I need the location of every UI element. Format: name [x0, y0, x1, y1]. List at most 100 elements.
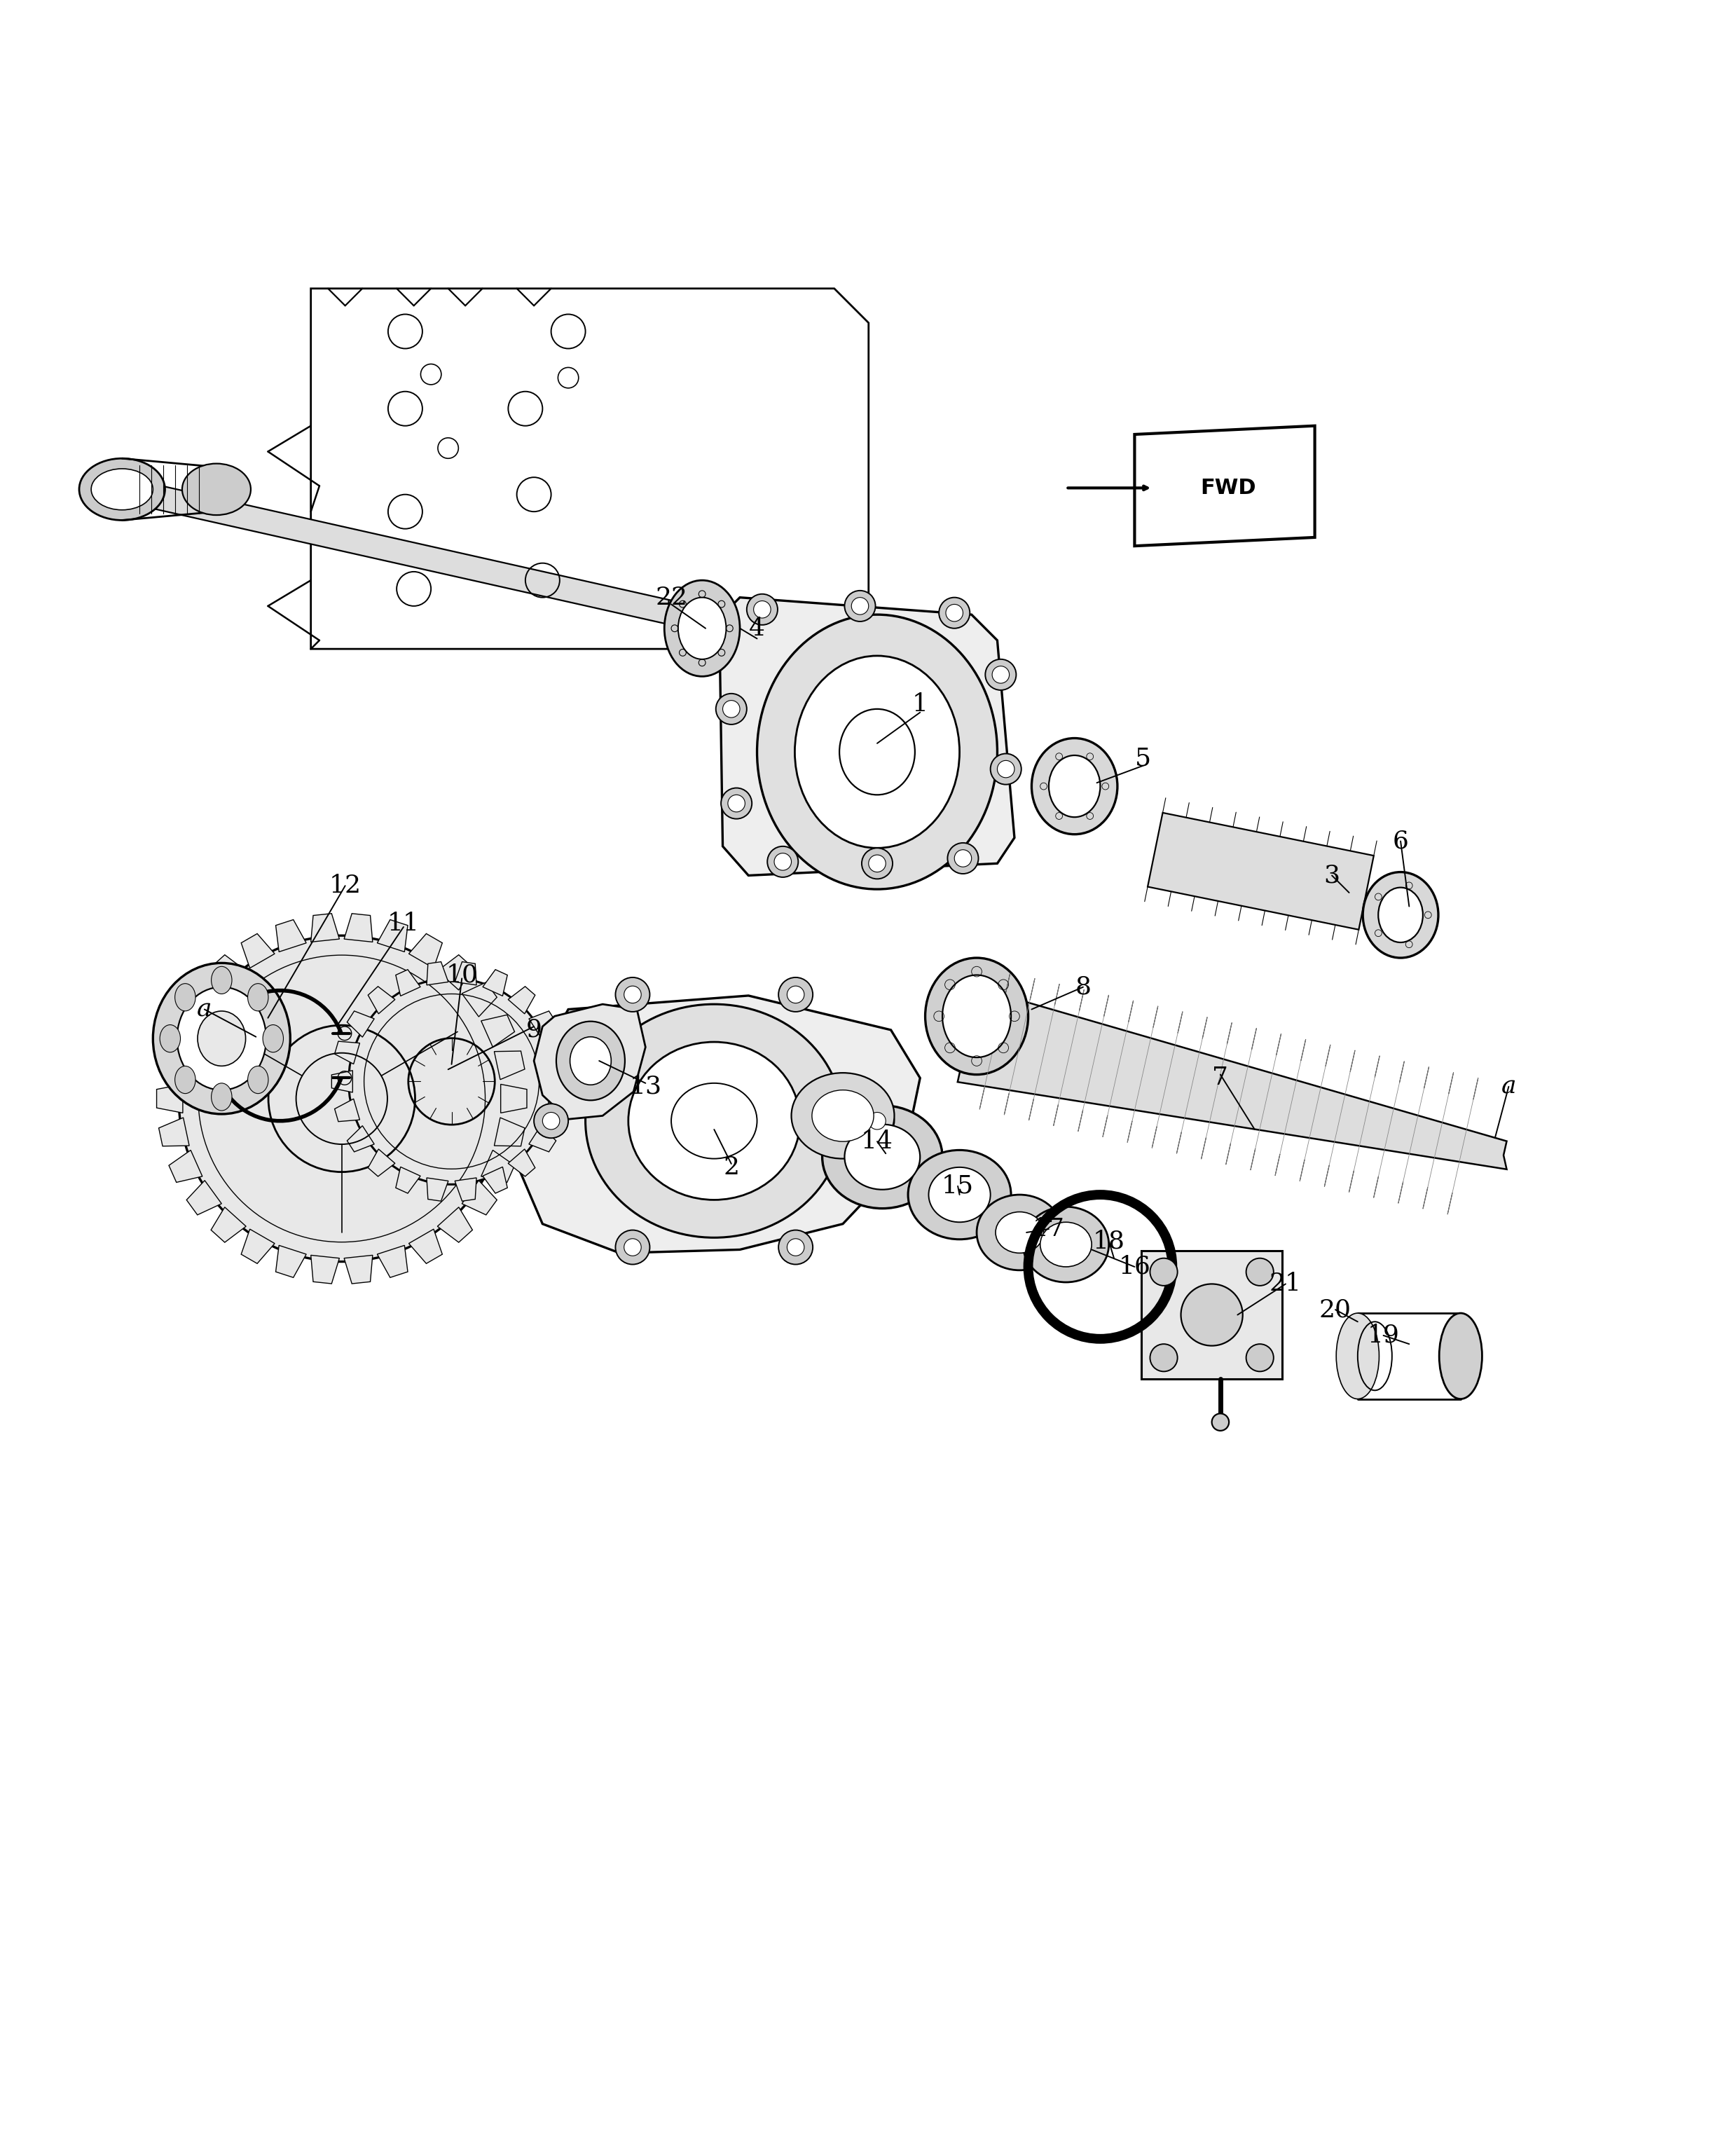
Text: 20: 20 — [1319, 1298, 1352, 1322]
Polygon shape — [275, 1246, 306, 1279]
Ellipse shape — [248, 983, 268, 1011]
Ellipse shape — [822, 1106, 943, 1207]
Polygon shape — [241, 1229, 275, 1263]
Polygon shape — [169, 1015, 203, 1048]
Polygon shape — [377, 921, 408, 951]
Polygon shape — [528, 1125, 556, 1151]
Polygon shape — [241, 934, 275, 968]
Polygon shape — [368, 1149, 396, 1177]
Text: 4: 4 — [748, 617, 765, 640]
Circle shape — [788, 1240, 805, 1255]
Circle shape — [1213, 1414, 1230, 1432]
Circle shape — [948, 843, 979, 873]
Circle shape — [616, 977, 650, 1011]
Ellipse shape — [175, 983, 196, 1011]
Polygon shape — [335, 1041, 359, 1065]
Polygon shape — [482, 1149, 514, 1181]
Text: 21: 21 — [1269, 1272, 1302, 1296]
Polygon shape — [1142, 1250, 1281, 1380]
Ellipse shape — [153, 964, 291, 1115]
Circle shape — [991, 755, 1022, 785]
Ellipse shape — [198, 1011, 246, 1065]
Circle shape — [1151, 1259, 1178, 1285]
Polygon shape — [463, 1181, 497, 1214]
Ellipse shape — [678, 597, 726, 660]
Polygon shape — [516, 996, 920, 1253]
Ellipse shape — [263, 1024, 284, 1052]
Text: 15: 15 — [941, 1175, 974, 1199]
Polygon shape — [396, 1166, 420, 1192]
Ellipse shape — [929, 1166, 991, 1222]
Polygon shape — [212, 1207, 246, 1242]
Ellipse shape — [812, 1091, 874, 1141]
Text: 10: 10 — [445, 964, 478, 987]
Polygon shape — [483, 1166, 507, 1192]
Polygon shape — [533, 1005, 645, 1119]
Text: 2: 2 — [722, 1156, 740, 1179]
Circle shape — [998, 761, 1015, 778]
Text: 18: 18 — [1092, 1229, 1125, 1253]
Circle shape — [179, 936, 504, 1261]
Ellipse shape — [556, 1022, 624, 1100]
Ellipse shape — [664, 580, 740, 677]
Ellipse shape — [177, 987, 267, 1091]
Polygon shape — [311, 914, 339, 942]
Ellipse shape — [1041, 1222, 1092, 1268]
Polygon shape — [427, 1177, 449, 1201]
Text: 3: 3 — [1324, 865, 1340, 888]
Text: a: a — [196, 998, 212, 1022]
Text: 16: 16 — [1118, 1255, 1151, 1279]
Text: 17: 17 — [1032, 1218, 1065, 1242]
Circle shape — [779, 977, 814, 1011]
Circle shape — [1245, 1343, 1273, 1371]
Ellipse shape — [757, 614, 998, 888]
Ellipse shape — [908, 1149, 1011, 1240]
Circle shape — [992, 666, 1010, 683]
Ellipse shape — [585, 1005, 843, 1238]
Text: 7: 7 — [1213, 1065, 1228, 1091]
Circle shape — [722, 701, 740, 718]
Polygon shape — [719, 597, 1015, 875]
Ellipse shape — [996, 1212, 1044, 1253]
Text: 1: 1 — [912, 692, 929, 716]
Text: 6: 6 — [1393, 830, 1409, 854]
Polygon shape — [1135, 427, 1314, 545]
Ellipse shape — [628, 1041, 800, 1201]
Circle shape — [845, 591, 875, 621]
Polygon shape — [463, 983, 497, 1018]
Circle shape — [851, 597, 869, 614]
Circle shape — [1151, 1343, 1178, 1371]
Ellipse shape — [925, 957, 1029, 1074]
Polygon shape — [119, 479, 683, 627]
Ellipse shape — [1336, 1313, 1379, 1399]
Polygon shape — [347, 1125, 375, 1151]
Ellipse shape — [1182, 1285, 1242, 1345]
Polygon shape — [275, 921, 306, 951]
Polygon shape — [544, 1041, 569, 1065]
Polygon shape — [483, 970, 507, 996]
Polygon shape — [409, 934, 442, 968]
Text: FWD: FWD — [1201, 479, 1256, 498]
Text: 11: 11 — [387, 912, 420, 936]
Polygon shape — [344, 914, 373, 942]
Ellipse shape — [212, 1082, 232, 1110]
Ellipse shape — [1362, 871, 1438, 957]
Polygon shape — [158, 1117, 189, 1147]
Text: 8: 8 — [1075, 975, 1090, 998]
Polygon shape — [427, 962, 449, 985]
Circle shape — [767, 847, 798, 877]
Polygon shape — [958, 987, 1507, 1169]
Circle shape — [624, 985, 642, 1003]
Polygon shape — [212, 955, 246, 990]
Circle shape — [716, 694, 746, 724]
Polygon shape — [437, 955, 473, 990]
Ellipse shape — [175, 1065, 196, 1093]
Polygon shape — [311, 1255, 339, 1283]
Polygon shape — [409, 1229, 442, 1263]
Circle shape — [728, 796, 745, 813]
Polygon shape — [494, 1050, 525, 1080]
Polygon shape — [544, 1100, 569, 1121]
Polygon shape — [454, 1177, 476, 1201]
Circle shape — [946, 604, 963, 621]
Ellipse shape — [1049, 755, 1101, 817]
